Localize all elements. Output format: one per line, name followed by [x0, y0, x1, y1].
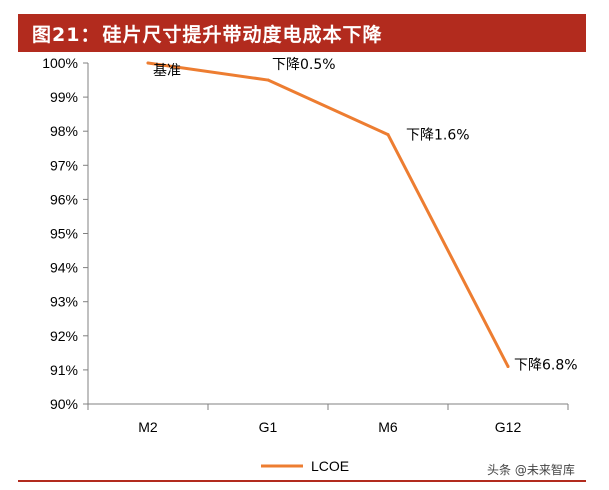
y-axis-tick-labels: 90% 91% 92% 93% 94% 95% 96% 97% 98% 99% 100%: [42, 55, 78, 412]
series-line-lcoe: [146, 61, 510, 368]
y-tick-label: 92%: [50, 328, 78, 344]
point-annotation: 下降6.8%: [514, 357, 578, 373]
y-tick-label: 93%: [50, 294, 78, 310]
y-tick-label: 99%: [50, 89, 78, 105]
x-tick-label: M2: [138, 419, 158, 435]
x-tick-label: M6: [378, 419, 398, 435]
y-tick-label: 96%: [50, 191, 78, 207]
point-annotation: 基准: [153, 62, 181, 79]
figure-number: 图21：: [32, 23, 101, 46]
chart-axes: [83, 62, 569, 410]
y-tick-label: 100%: [42, 55, 78, 71]
y-tick-label: 98%: [50, 123, 78, 139]
y-tick-label: 90%: [50, 396, 78, 412]
x-tick-label: G1: [259, 419, 278, 435]
figure-title: 硅片尺寸提升带动度电成本下降: [102, 23, 383, 46]
legend-label-lcoe: LCOE: [311, 458, 349, 474]
watermark: 头条 @未来智库: [484, 460, 578, 478]
data-point: [266, 78, 270, 82]
chart-legend: LCOE: [261, 458, 349, 474]
point-annotations: 基准 下降0.5% 下降1.6% 下降6.8%: [153, 57, 578, 373]
bottom-rule: [18, 480, 586, 482]
y-tick-label: 91%: [50, 362, 78, 378]
data-point: [386, 133, 390, 137]
x-axis-tick-labels: M2 G1 M6 G12: [138, 419, 521, 435]
y-tick-label: 97%: [50, 157, 78, 173]
y-tick-label: 94%: [50, 260, 78, 276]
data-point: [506, 364, 510, 368]
point-annotation: 下降0.5%: [272, 57, 336, 73]
data-point: [146, 61, 150, 65]
x-tick-label: G12: [495, 419, 522, 435]
series-lines: [146, 61, 510, 368]
y-tick-label: 95%: [50, 226, 78, 242]
figure-title-bar: 图21： 硅片尺寸提升带动度电成本下降: [18, 14, 586, 52]
point-annotation: 下降1.6%: [406, 128, 470, 144]
